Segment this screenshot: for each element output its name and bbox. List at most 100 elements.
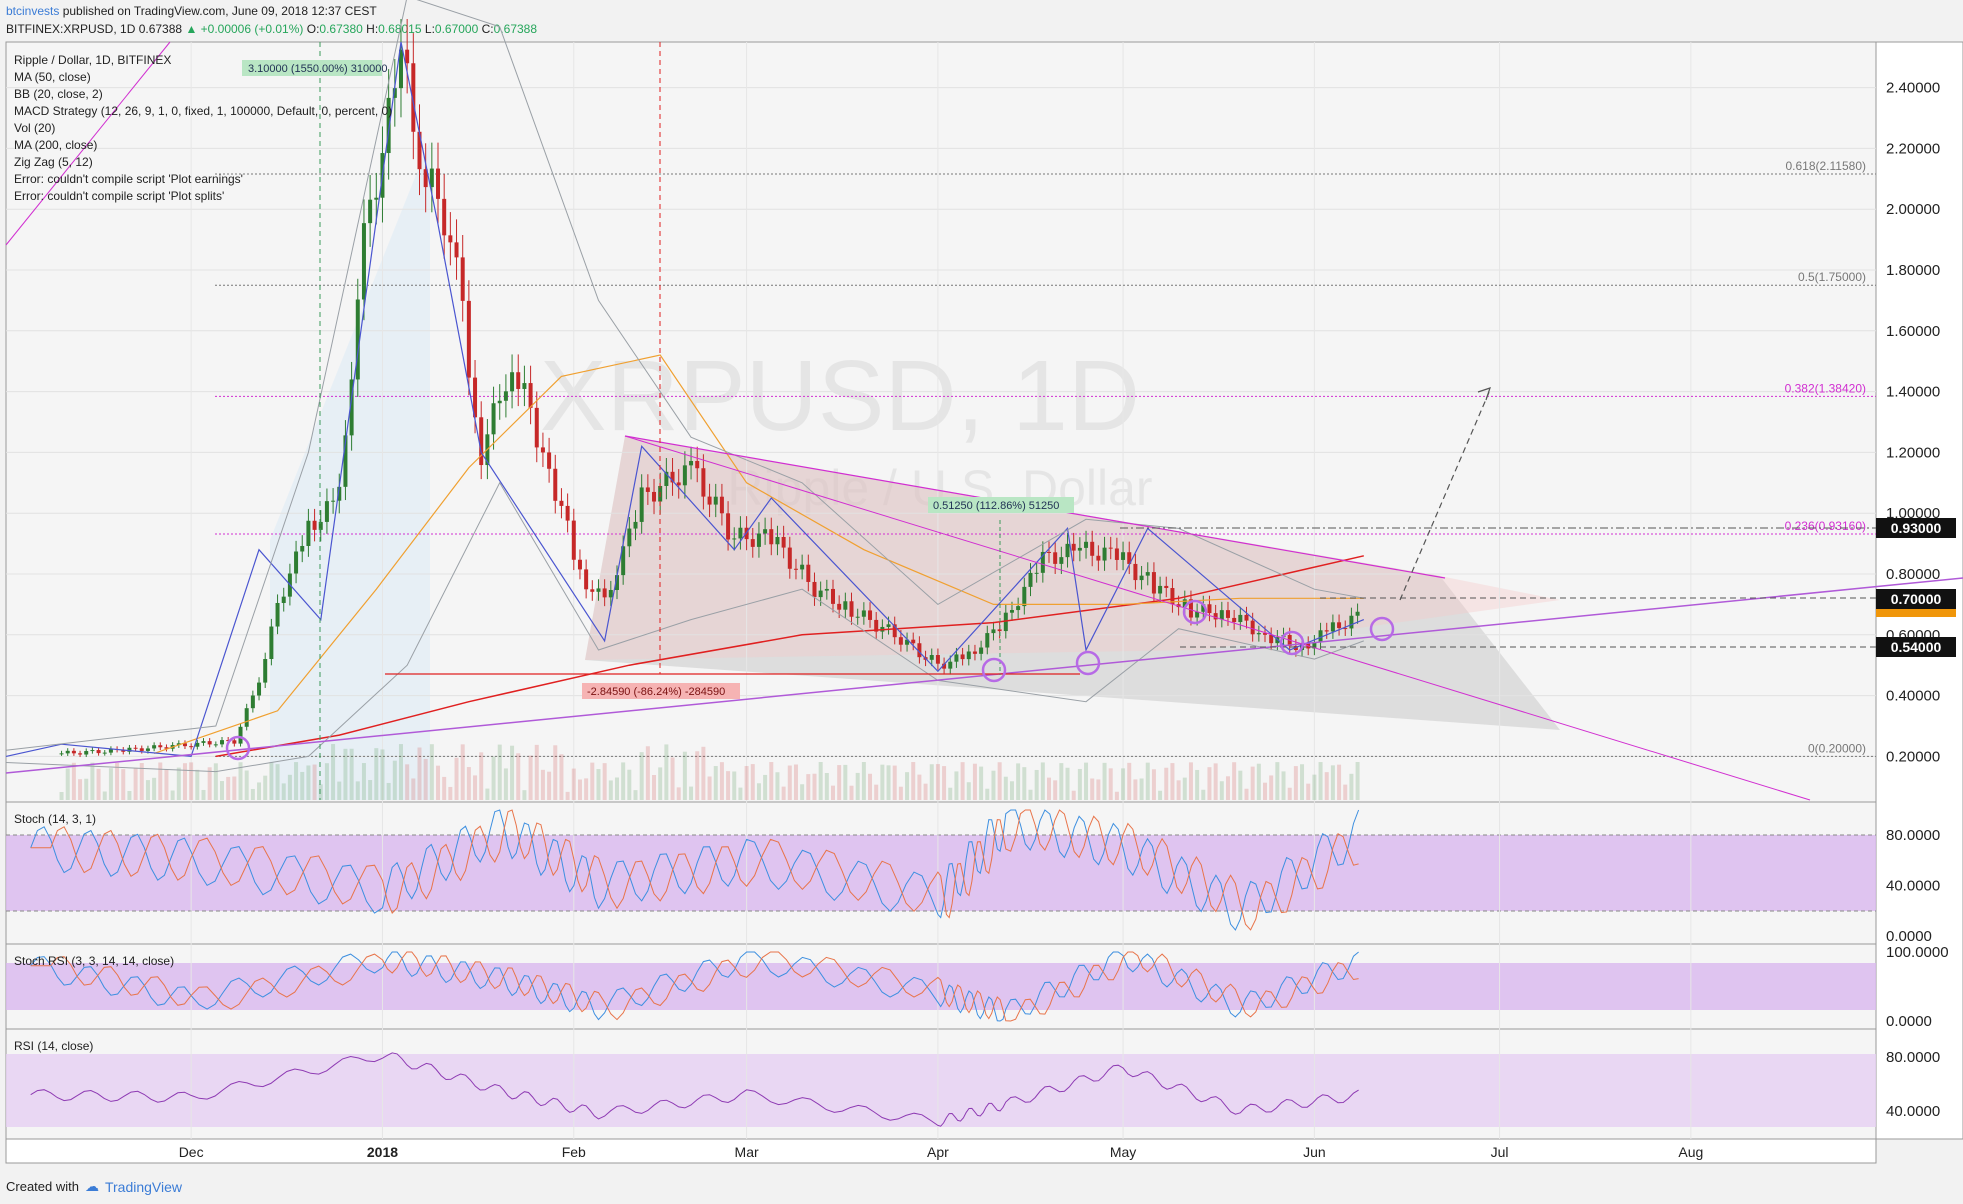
candle-body[interactable] <box>1238 614 1243 623</box>
candle-body[interactable] <box>497 400 502 404</box>
osc-line-k[interactable] <box>30 951 1359 1022</box>
candle-body[interactable] <box>90 750 95 752</box>
candle-body[interactable] <box>102 752 107 754</box>
zigzag-line[interactable] <box>5 41 1365 758</box>
candle-body[interactable] <box>1324 630 1329 632</box>
candle-body[interactable] <box>318 521 323 530</box>
candle-body[interactable] <box>806 564 811 582</box>
candle-body[interactable] <box>1040 551 1045 573</box>
osc-line-d[interactable] <box>30 809 1359 931</box>
candle-body[interactable] <box>510 372 515 392</box>
candle-body[interactable] <box>1213 613 1218 620</box>
candle-body[interactable] <box>565 505 570 521</box>
bottom-circle-4[interactable] <box>1182 599 1208 625</box>
candle-body[interactable] <box>917 643 922 658</box>
candle-body[interactable] <box>1256 633 1261 635</box>
candle-body[interactable] <box>898 637 903 645</box>
author-link[interactable]: btcinvests <box>6 4 60 18</box>
candle-body[interactable] <box>78 753 83 755</box>
candle-body[interactable] <box>861 610 866 617</box>
candle-body[interactable] <box>590 589 595 592</box>
candle-body[interactable] <box>948 661 953 669</box>
candle-body[interactable] <box>522 383 527 389</box>
candle-body[interactable] <box>244 708 249 727</box>
candle-body[interactable] <box>232 740 237 744</box>
candle-body[interactable] <box>331 500 336 502</box>
candle-body[interactable] <box>830 588 835 604</box>
candle-body[interactable] <box>534 407 539 448</box>
bottom-circle-2[interactable] <box>981 657 1007 683</box>
bottom-circle-3[interactable] <box>1075 650 1101 676</box>
candle-body[interactable] <box>257 682 262 696</box>
candle-body[interactable] <box>874 619 879 632</box>
candle-body[interactable] <box>349 379 354 436</box>
candle-body[interactable] <box>695 460 700 469</box>
candle-body[interactable] <box>226 740 231 742</box>
candle-body[interactable] <box>139 748 144 751</box>
candle-body[interactable] <box>787 547 792 569</box>
candle-body[interactable] <box>1195 611 1200 618</box>
candle-body[interactable] <box>1003 612 1008 632</box>
candle-body[interactable] <box>1059 557 1064 564</box>
candle-body[interactable] <box>991 629 996 634</box>
candle-body[interactable] <box>855 616 860 618</box>
candle-body[interactable] <box>824 588 829 591</box>
candle-body[interactable] <box>750 539 755 547</box>
candle-body[interactable] <box>275 602 280 627</box>
candle-body[interactable] <box>633 521 638 529</box>
candle-body[interactable] <box>726 513 731 540</box>
candle-body[interactable] <box>127 747 132 752</box>
candle-body[interactable] <box>263 659 268 683</box>
candle-body[interactable] <box>361 223 366 300</box>
candle-body[interactable] <box>460 257 465 301</box>
candle-body[interactable] <box>547 452 552 469</box>
candle-body[interactable] <box>454 242 459 258</box>
candle-body[interactable] <box>1053 552 1058 564</box>
candle-body[interactable] <box>1047 551 1052 553</box>
candle-body[interactable] <box>670 471 675 483</box>
candle-body[interactable] <box>108 749 113 753</box>
candle-body[interactable] <box>479 417 484 466</box>
candle-body[interactable] <box>942 663 947 669</box>
candle-body[interactable] <box>639 487 644 522</box>
candle-body[interactable] <box>905 639 910 645</box>
candle-body[interactable] <box>843 601 848 610</box>
candle-body[interactable] <box>238 726 243 744</box>
osc-line-k[interactable] <box>30 809 1360 931</box>
candle-body[interactable] <box>1201 604 1206 612</box>
candle-body[interactable] <box>59 753 64 755</box>
candle-body[interactable] <box>553 468 558 501</box>
candle-body[interactable] <box>775 537 780 545</box>
candle-body[interactable] <box>121 749 126 752</box>
candle-body[interactable] <box>1034 572 1039 574</box>
candle-body[interactable] <box>448 235 453 243</box>
candle-body[interactable] <box>411 63 416 132</box>
projection-arrow[interactable] <box>1399 389 1491 601</box>
candle-body[interactable] <box>250 695 255 709</box>
candle-body[interactable] <box>781 537 786 548</box>
candle-body[interactable] <box>306 520 311 546</box>
candle-body[interactable] <box>133 747 138 749</box>
candle-body[interactable] <box>985 633 990 648</box>
candle-body[interactable] <box>516 372 521 389</box>
candle-body[interactable] <box>528 383 533 408</box>
candle-body[interactable] <box>374 197 379 200</box>
candle-body[interactable] <box>1318 630 1323 643</box>
tradingview-brand[interactable]: TradingView <box>104 1178 183 1195</box>
bottom-circle-6[interactable] <box>1369 616 1395 642</box>
candle-body[interactable] <box>1250 620 1255 635</box>
candle-body[interactable] <box>220 740 225 745</box>
candle-body[interactable] <box>719 496 724 514</box>
candle-body[interactable] <box>65 750 70 754</box>
candle-body[interactable] <box>337 486 342 501</box>
candle-body[interactable] <box>800 564 805 570</box>
candle-body[interactable] <box>1343 628 1348 630</box>
candle-body[interactable] <box>571 520 576 560</box>
candle-body[interactable] <box>355 299 360 380</box>
candle-body[interactable] <box>1182 599 1187 608</box>
candle-body[interactable] <box>392 88 397 98</box>
candle-body[interactable] <box>442 198 447 236</box>
candle-body[interactable] <box>1330 622 1335 632</box>
candle-body[interactable] <box>621 546 626 576</box>
candle-body[interactable] <box>701 468 706 497</box>
